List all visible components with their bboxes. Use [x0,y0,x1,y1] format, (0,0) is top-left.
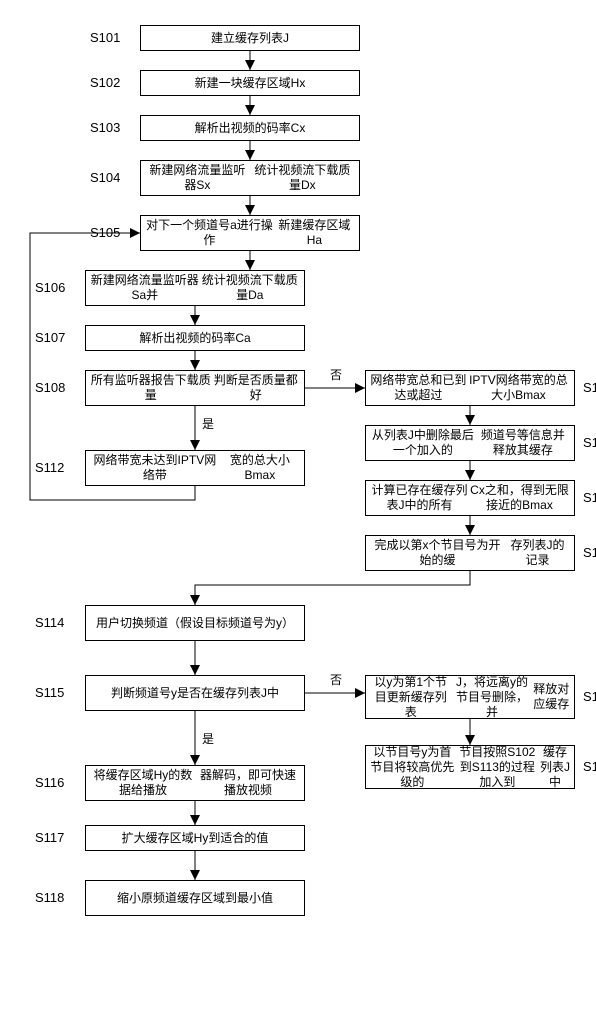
step-label: S104 [90,170,120,185]
edge-label: 是 [202,415,214,432]
flow-node: 计算已存在缓存列表J中的所有Cx之和，得到无限接近的Bmax [365,480,575,516]
flow-node: 判断频道号y是否在缓存列表J中 [85,675,305,711]
step-label: S112 [35,460,64,475]
flow-node: 从列表J中删除最后一个加入的频道号等信息并释放其缓存 [365,425,575,461]
flow-node: 网络带宽总和已到达或超过IPTV网络带宽的总大小Bmax [365,370,575,406]
edge-label: 是 [202,730,214,747]
step-label: S111 [583,490,596,505]
step-label: S119 [583,689,596,704]
flow-node: 解析出视频的码率Cx [140,115,360,141]
step-label: S101 [90,30,120,45]
flow-node: 缩小原频道缓存区域到最小值 [85,880,305,916]
step-label: S108 [35,380,65,395]
step-label: S113 [583,545,596,560]
step-label: S116 [35,775,64,790]
flow-node: 扩大缓存区域Hy到适合的值 [85,825,305,851]
flow-node: 解析出视频的码率Ca [85,325,305,351]
step-label: S109 [583,380,596,395]
step-label: S106 [35,280,65,295]
step-label: S107 [35,330,65,345]
flow-node: 建立缓存列表J [140,25,360,51]
flow-node: 新建网络流量监听器Sx统计视频流下载质量Dx [140,160,360,196]
step-label: S120 [583,759,596,774]
flow-node: 完成以第x个节目号为开始的缓存列表J的记录 [365,535,575,571]
step-label: S115 [35,685,64,700]
flow-node: 对下一个频道号a进行操作新建缓存区域Ha [140,215,360,251]
step-label: S110 [583,435,596,450]
step-label: S103 [90,120,120,135]
step-label: S118 [35,890,64,905]
step-label: S102 [90,75,120,90]
edge-label: 否 [330,671,342,688]
step-label: S105 [90,225,120,240]
flow-node: 所有监听器报告下载质量判断是否质量都好 [85,370,305,406]
flow-node: 以节目号y为首节目将较高优先级的节目按照S102到S113的过程加入到缓存列表J… [365,745,575,789]
flow-node: 将缓存区域Hy的数据给播放器解码，即可快速播放视频 [85,765,305,801]
flow-node: 网络带宽未达到IPTV网络带宽的总大小Bmax [85,450,305,486]
step-label: S114 [35,615,64,630]
flow-node: 新建网络流量监听器Sa并统计视频流下载质量Da [85,270,305,306]
flow-node: 以y为第1个节目更新缓存列表J，将远离y的节目号删除，并释放对应缓存 [365,675,575,719]
edge-label: 否 [330,366,342,383]
flow-node: 新建一块缓存区域Hx [140,70,360,96]
flow-node: 用户切换频道（假设目标频道号为y） [85,605,305,641]
step-label: S117 [35,830,64,845]
